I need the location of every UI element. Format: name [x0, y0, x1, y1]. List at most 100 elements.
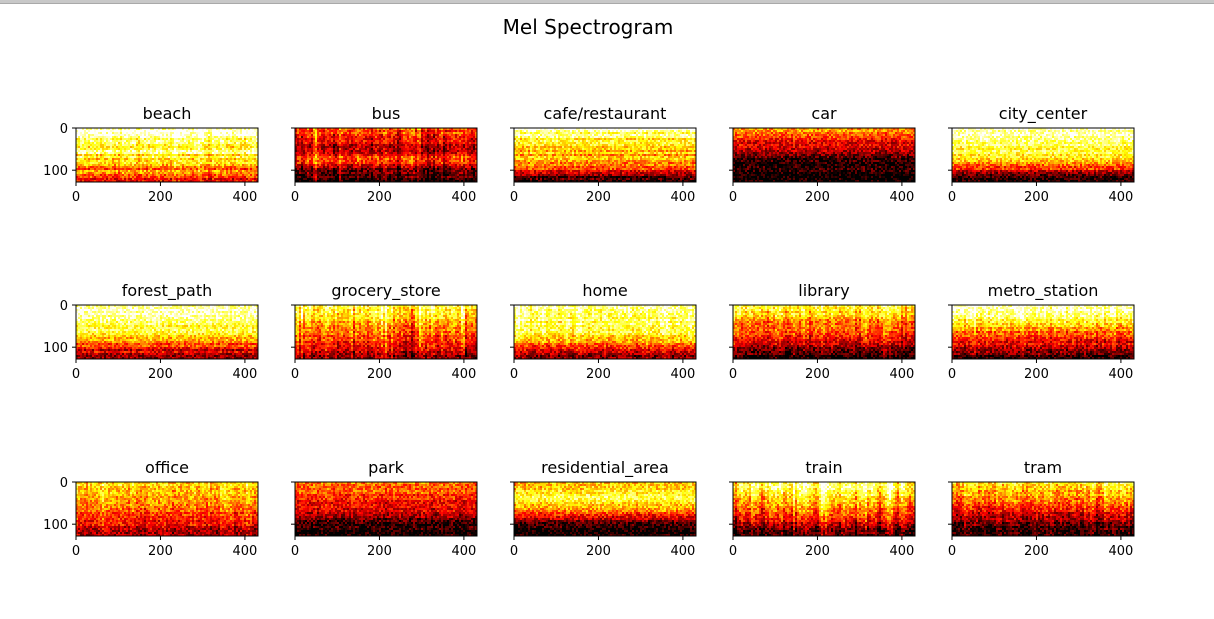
x-tick-label: 0: [291, 367, 299, 382]
panel-city-center: city_center 0 200 400: [948, 104, 1135, 205]
panel-park: park 0 200 400: [291, 458, 478, 559]
x-tick-label: 200: [148, 190, 173, 205]
panel-title: train: [805, 458, 842, 477]
y-tick-label: 0: [60, 122, 68, 137]
panel-bus: bus 0 200 400: [291, 104, 478, 205]
heatmap-metro-station: [952, 305, 1135, 360]
x-tick-label: 200: [586, 190, 611, 205]
axes-frame: [513, 127, 697, 183]
heatmap-office: [76, 482, 259, 537]
panel-title: city_center: [999, 104, 1088, 124]
x-tick-label: 400: [889, 544, 914, 559]
x-tick-label: 0: [948, 367, 956, 382]
panel-home: home 0 200 400: [510, 281, 697, 382]
panel-car: car 0 200 400: [729, 104, 916, 205]
x-tick-label: 400: [889, 367, 914, 382]
heatmap-city-center: [952, 128, 1135, 183]
y-tick-label: 100: [43, 164, 68, 179]
x-tick-label: 400: [451, 544, 476, 559]
x-tick-label: 0: [510, 367, 518, 382]
panel-grocery-store: grocery_store 0 200 400: [291, 281, 478, 382]
heatmap-car: [733, 128, 916, 183]
y-tick-label: 0: [60, 476, 68, 491]
x-tick-label: 0: [948, 190, 956, 205]
x-tick-label: 0: [72, 190, 80, 205]
x-tick-label: 400: [1108, 544, 1133, 559]
y-tick-label: 100: [43, 341, 68, 356]
heatmap-forest-path: [76, 305, 259, 360]
x-tick-label: 400: [232, 190, 257, 205]
figure-title: Mel Spectrogram: [503, 15, 674, 39]
x-tick-label: 200: [367, 367, 392, 382]
axes-frame: [294, 304, 478, 360]
x-tick-label: 400: [889, 190, 914, 205]
x-tick-label: 200: [1024, 544, 1049, 559]
heatmap-residential-area: [514, 482, 697, 537]
panel-title: office: [145, 458, 189, 477]
axes-frame: [951, 304, 1135, 360]
x-tick-label: 0: [510, 190, 518, 205]
panel-title: home: [582, 281, 627, 300]
panel-train: train 0 200 400: [729, 458, 916, 559]
axes-frame: [732, 481, 916, 537]
panel-title: beach: [143, 104, 192, 123]
x-tick-label: 0: [291, 190, 299, 205]
heatmap-library: [733, 305, 916, 360]
x-tick-label: 0: [72, 367, 80, 382]
x-tick-label: 400: [232, 367, 257, 382]
panel-title: cafe/restaurant: [544, 104, 667, 123]
x-tick-label: 200: [805, 367, 830, 382]
panel-title: metro_station: [988, 281, 1099, 301]
axes-frame: [951, 127, 1135, 183]
y-tick-label: 100: [43, 518, 68, 533]
x-tick-label: 0: [729, 190, 737, 205]
axes-frame: [732, 304, 916, 360]
heatmap-cafe-restaurant: [514, 128, 697, 183]
x-tick-label: 200: [805, 190, 830, 205]
x-tick-label: 400: [232, 544, 257, 559]
window-top-border: [0, 0, 1214, 4]
panel-title: forest_path: [122, 281, 212, 301]
heatmap-grocery-store: [295, 305, 478, 360]
x-tick-label: 400: [670, 367, 695, 382]
heatmap-tram: [952, 482, 1135, 537]
heatmap-home: [514, 305, 697, 360]
axes-frame: [75, 481, 259, 537]
y-tick-label: 0: [60, 299, 68, 314]
panel-tram: tram 0 200 400: [948, 458, 1135, 559]
axes-frame: [75, 304, 259, 360]
x-tick-label: 200: [586, 544, 611, 559]
axes-frame: [513, 304, 697, 360]
x-tick-label: 400: [451, 190, 476, 205]
x-tick-label: 0: [948, 544, 956, 559]
x-tick-label: 200: [148, 367, 173, 382]
heatmap-bus: [295, 128, 478, 183]
panel-library: library 0 200 400: [729, 281, 916, 382]
x-tick-label: 0: [729, 544, 737, 559]
panel-metro-station: metro_station 0 200 400: [948, 281, 1135, 382]
panel-title: library: [798, 281, 849, 300]
panel-title: grocery_store: [331, 281, 440, 301]
panel-title: car: [811, 104, 837, 123]
x-tick-label: 200: [148, 544, 173, 559]
panel-cafe-restaurant: cafe/restaurant 0 200 400: [510, 104, 697, 205]
axes-frame: [75, 127, 259, 183]
x-tick-label: 200: [367, 544, 392, 559]
panel-residential-area: residential_area 0 200 400: [510, 458, 697, 559]
x-tick-label: 200: [367, 190, 392, 205]
heatmap-train: [733, 482, 916, 537]
panel-beach: beach 0 200 400 0 100: [43, 104, 259, 205]
panel-title: residential_area: [541, 458, 669, 478]
x-tick-label: 0: [510, 544, 518, 559]
x-tick-label: 0: [72, 544, 80, 559]
x-tick-label: 0: [291, 544, 299, 559]
axes-frame: [513, 481, 697, 537]
x-tick-label: 400: [670, 544, 695, 559]
x-tick-label: 200: [586, 367, 611, 382]
panel-office: office 0 200 400 0 100: [43, 458, 259, 559]
panel-title: tram: [1024, 458, 1062, 477]
axes-frame: [732, 127, 916, 183]
axes-frame: [294, 481, 478, 537]
